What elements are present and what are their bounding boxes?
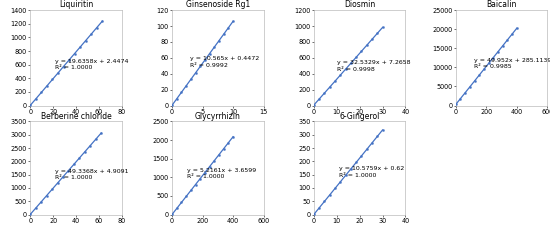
Text: y = 5.2161x + 3.6599
R² = 1.0000: y = 5.2161x + 3.6599 R² = 1.0000 bbox=[188, 168, 257, 179]
Text: y = 49.952x + 285.1139
R² = 0.9985: y = 49.952x + 285.1139 R² = 0.9985 bbox=[474, 58, 550, 69]
Text: y = 10.5759x + 0.62
R² = 1.0000: y = 10.5759x + 0.62 R² = 1.0000 bbox=[339, 166, 404, 178]
Title: Liquiritin: Liquiritin bbox=[59, 0, 93, 10]
Title: Berberine chloride: Berberine chloride bbox=[41, 112, 112, 121]
Text: y = 32.5329x + 7.2658
R² = 0.9998: y = 32.5329x + 7.2658 R² = 0.9998 bbox=[337, 60, 410, 72]
Text: y = 10.565x + 0.4472
R² = 0.9992: y = 10.565x + 0.4472 R² = 0.9992 bbox=[190, 56, 260, 68]
Text: y = 19.6358x + 2.4474
R² = 1.0000: y = 19.6358x + 2.4474 R² = 1.0000 bbox=[56, 59, 129, 71]
Text: y = 49.3368x + 4.9091
R² = 1.0000: y = 49.3368x + 4.9091 R² = 1.0000 bbox=[56, 169, 129, 180]
Title: Diosmin: Diosmin bbox=[344, 0, 375, 10]
Title: Ginsenoside Rg1: Ginsenoside Rg1 bbox=[186, 0, 250, 10]
Title: 6-Gingerol: 6-Gingerol bbox=[339, 112, 380, 121]
Title: Glycyrrhizin: Glycyrrhizin bbox=[195, 112, 241, 121]
Title: Baicalin: Baicalin bbox=[486, 0, 516, 10]
